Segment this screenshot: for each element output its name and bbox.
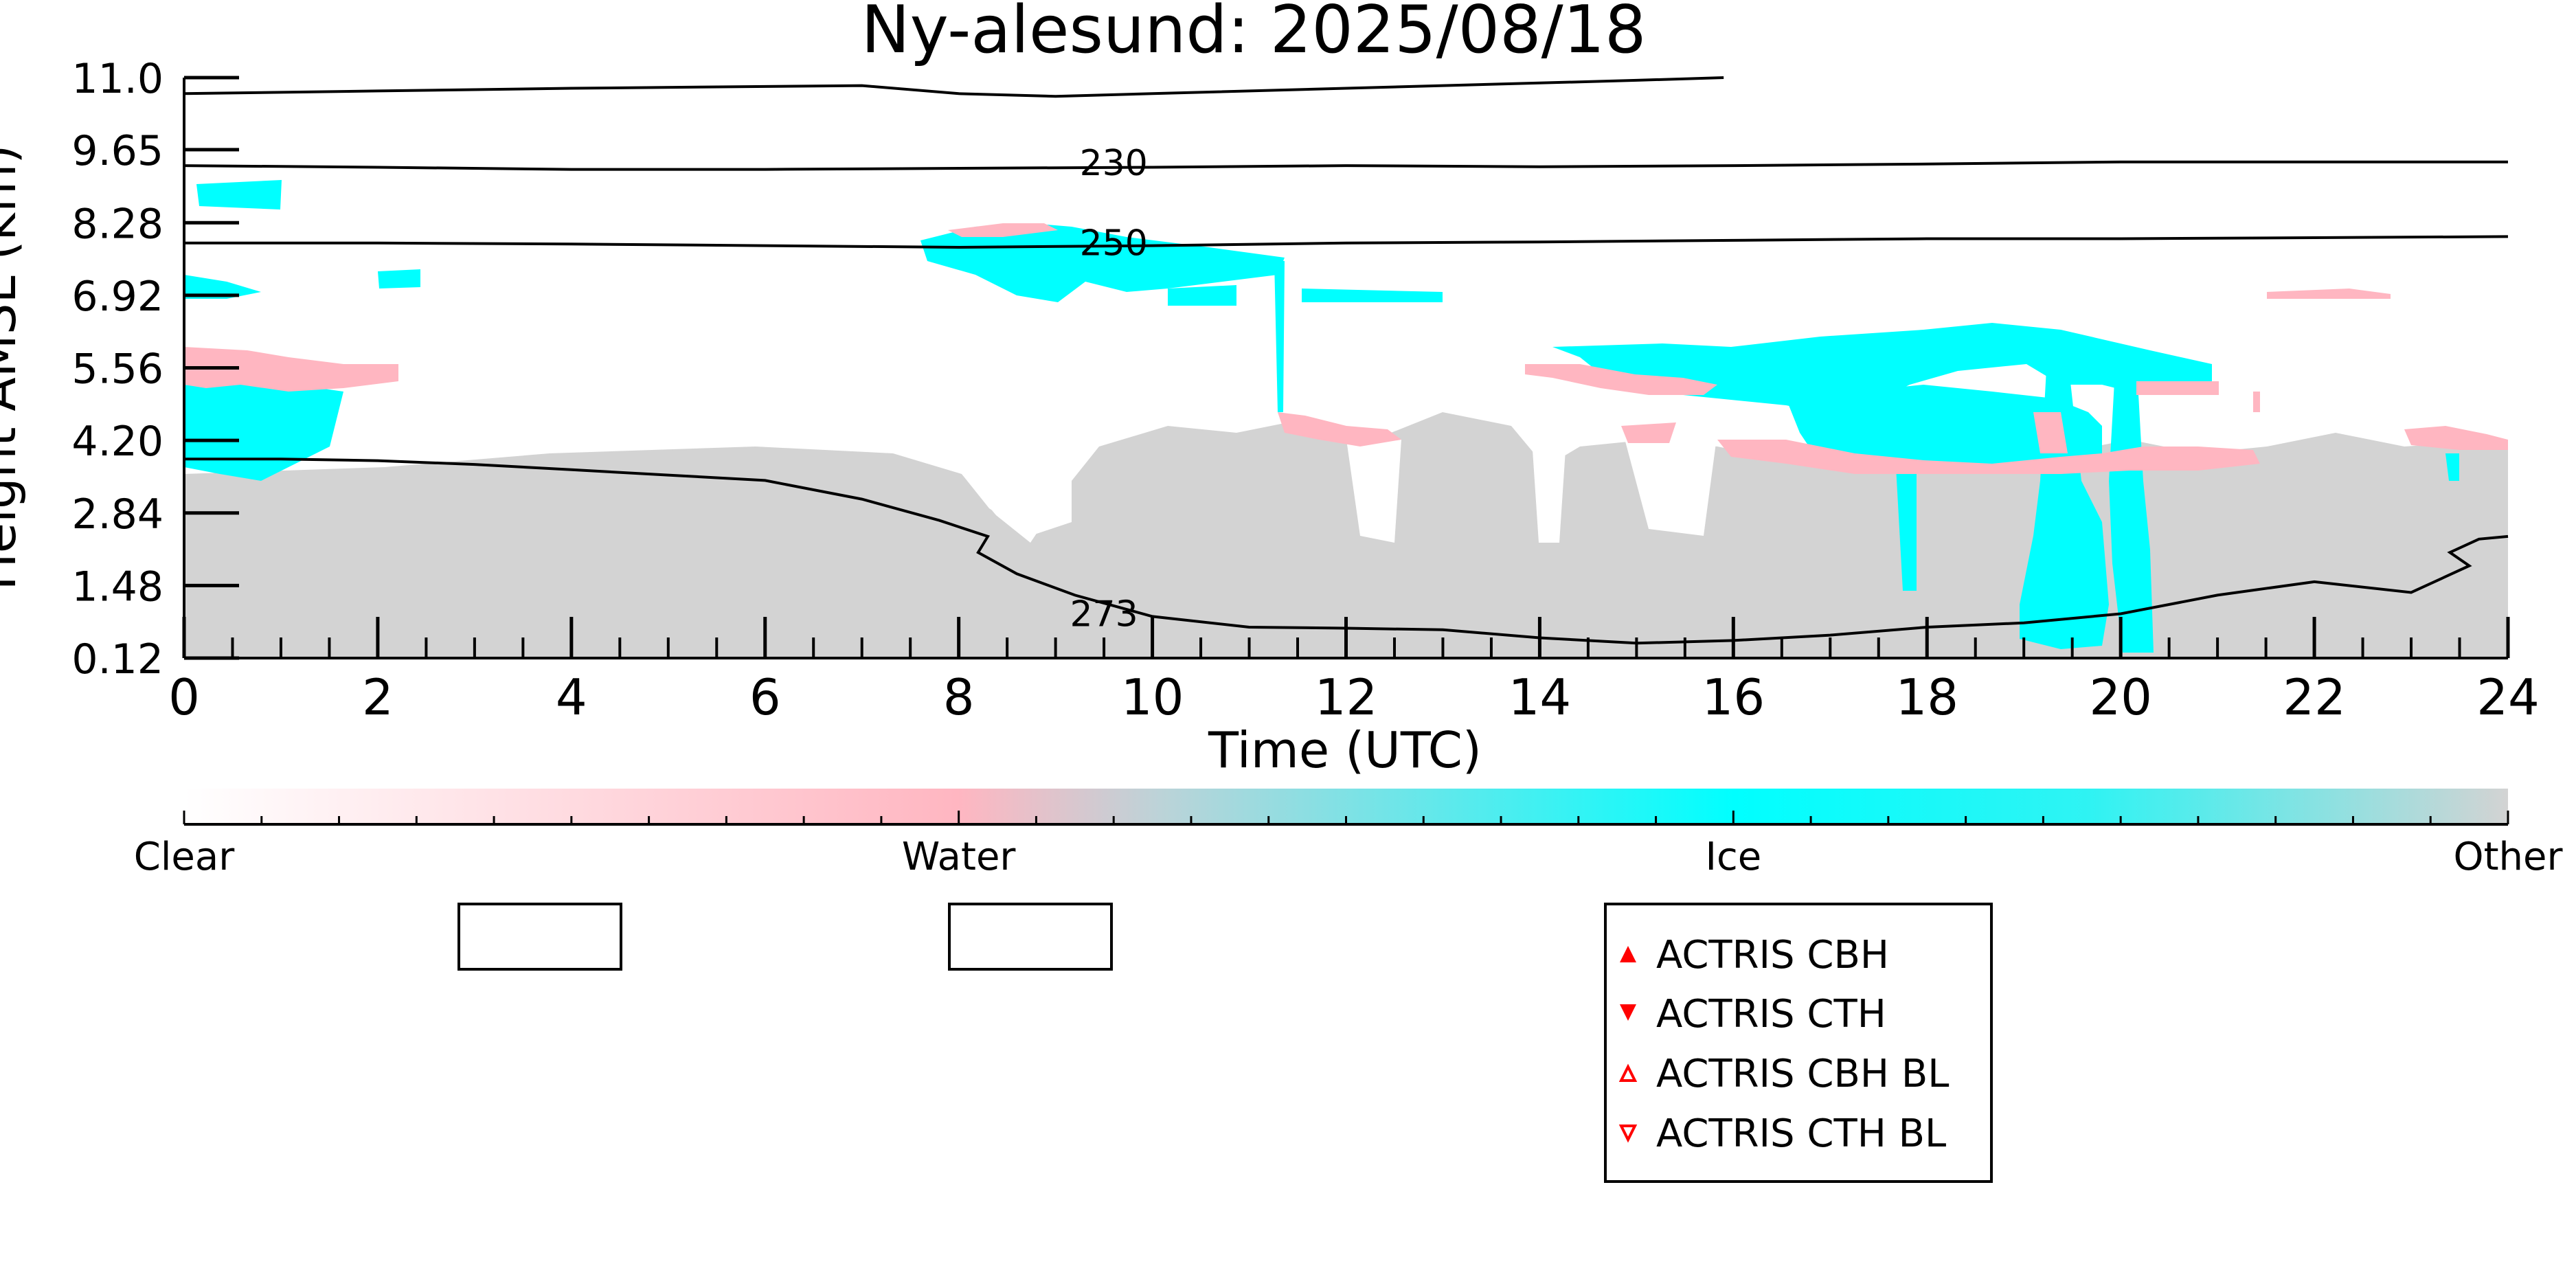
ice-region [1168,285,1236,306]
y-tick-label: 1.48 [71,563,163,611]
ice-region [184,275,261,299]
contour-label: 250 [1080,223,1148,264]
classification-field [184,180,2508,658]
colorbar-label: Clear [134,835,235,879]
ice-region [1896,467,1917,591]
chart-title: Ny-alesund: 2025/08/18 [861,0,1647,68]
legend-label-cbh: ACTRIS CBH [1656,933,1889,978]
y-tick-label: 4.20 [71,418,163,466]
ice-region [184,371,343,481]
contour-line [184,235,2509,249]
colorbar-labels: Clear Water Ice Other [134,835,2564,879]
empty-legend-box [948,903,1113,971]
water-region [1621,422,1676,443]
water-region [2404,426,2508,450]
ice-region [1552,323,2212,412]
legend: ACTRIS CBH ACTRIS CTH ACTRIS CBH BL ACTR… [1604,903,1993,1183]
colorbar-label: Water [902,835,1017,879]
x-tick-label: 8 [943,668,975,726]
colorbar-label: Other [2453,835,2563,879]
ice-region [2020,357,2109,649]
legend-marker-cbh [1620,946,1636,962]
y-axis-ticks: 0.12 1.48 2.84 4.20 5.56 6.92 8.28 9.65 11.0 [71,55,239,683]
contour-line [183,76,1724,98]
x-tick-label: 0 [168,668,200,726]
y-tick-label: 0.12 [71,635,163,683]
x-tick-label: 18 [1895,668,1958,726]
x-tick-label: 16 [1702,668,1765,726]
contour-line [183,160,2508,171]
legend-marker-cbh-bl [1618,1063,1638,1082]
legend-marker-cth [1620,1004,1636,1021]
x-tick-label: 20 [2089,668,2152,726]
ice-region [196,180,282,210]
y-axis-label: Height AMSL (km) [0,145,27,591]
ice-region [2109,357,2154,653]
x-tick-label: 6 [749,668,781,726]
water-regions [184,223,2508,474]
water-region [948,223,1058,237]
water-region [1278,412,1401,447]
ice-region [378,269,420,289]
x-tick-label: 2 [362,668,394,726]
ice-region [920,223,1285,302]
y-tick-label: 11.0 [71,55,163,103]
ice-region [2445,453,2459,481]
contour-label: 273 [1070,594,1138,635]
y-tick-label: 2.84 [71,490,163,539]
colorbar-label: Ice [1705,835,1761,879]
y-tick-label: 6.92 [71,273,163,321]
legend-marker-cth-bl [1618,1125,1638,1143]
empty-legend-box [457,903,622,971]
clear-gap [962,412,1072,536]
ice-region [1274,261,1285,412]
x-axis-ticks: 0 2 4 6 8 10 12 14 16 18 20 22 24 [168,617,2540,726]
y-tick-label: 5.56 [71,346,163,394]
x-tick-label: 24 [2476,668,2540,726]
legend-frame [1604,903,1993,1183]
water-region [2033,412,2068,453]
legend-label-cth: ACTRIS CTH [1656,992,1886,1037]
clear-gap [1621,426,1717,536]
y-tick-label: 9.65 [71,127,163,175]
water-region [1525,364,1717,395]
water-region [2253,392,2260,412]
clear-gap [1532,440,1566,543]
y-tick-label: 8.28 [71,200,163,248]
colorbar-ticks [183,811,2509,824]
x-tick-label: 10 [1121,668,1184,726]
ice-region [1786,385,2102,474]
contour-label: 230 [1080,143,1148,184]
x-tick-label: 14 [1509,668,1572,726]
legend-label-cbh-bl: ACTRIS CBH BL [1656,1052,1949,1096]
x-tick-label: 12 [1315,668,1378,726]
x-axis-label: Time (UTC) [1208,721,1482,779]
x-tick-label: 4 [556,668,587,726]
clear-gap [1346,440,1401,543]
water-region [184,347,398,392]
legend-label-cth-bl: ACTRIS CTH BL [1656,1111,1946,1156]
ice-region [1302,289,1443,302]
water-region [1717,440,2260,474]
water-region [2136,381,2219,395]
x-tick-label: 22 [2283,668,2346,726]
ice-regions [184,180,2459,653]
water-region [2267,289,2391,299]
